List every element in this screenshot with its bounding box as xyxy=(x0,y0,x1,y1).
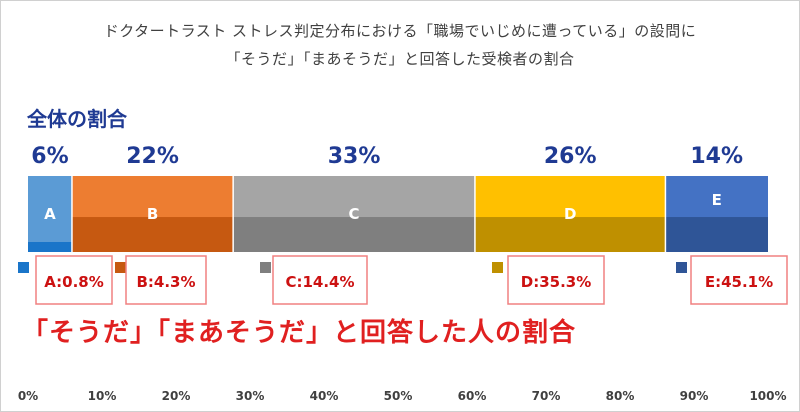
bar-subset-e xyxy=(665,217,768,252)
bar-segment-a xyxy=(28,176,72,252)
category-label-a: A xyxy=(44,205,56,223)
x-tick-label: 70% xyxy=(532,389,561,403)
callout-box-d xyxy=(507,255,605,305)
share-label-b: 22% xyxy=(126,144,179,169)
callout-box-a xyxy=(35,255,113,305)
share-label-d: 26% xyxy=(544,144,597,169)
callout-label-e: E:45.1% xyxy=(705,273,773,291)
chart-title-line-2: 「そうだ」「まあそうだ」と回答した受検者の割合 xyxy=(225,50,575,68)
share-label-a: 6% xyxy=(31,144,68,169)
x-tick-label: 0% xyxy=(18,389,38,403)
callout-label-c: C:14.4% xyxy=(285,273,354,291)
bar-subset-b xyxy=(71,217,234,252)
share-label-c: 33% xyxy=(328,144,381,169)
x-tick-label: 20% xyxy=(162,389,191,403)
bar-subset-a xyxy=(28,242,72,252)
category-label-b: B xyxy=(147,205,158,223)
callout-label-b: B:4.3% xyxy=(136,273,195,291)
x-tick-label: 10% xyxy=(88,389,117,403)
x-tick-label: 100% xyxy=(749,389,786,403)
callout-box-c xyxy=(272,255,368,305)
legend-square-b xyxy=(115,262,126,273)
x-tick-label: 80% xyxy=(606,389,635,403)
legend-square-d xyxy=(492,262,503,273)
category-label-d: D xyxy=(564,205,576,223)
x-tick-label: 30% xyxy=(236,389,265,403)
category-label-e: E xyxy=(712,191,722,209)
legend-square-c xyxy=(260,262,271,273)
annotation-note: 「そうだ」「まあそうだ」と回答した人の割合 xyxy=(22,318,577,348)
callout-label-d: D:35.3% xyxy=(521,273,592,291)
category-label-c: C xyxy=(349,205,360,223)
x-tick-label: 50% xyxy=(384,389,413,403)
legend-square-e xyxy=(676,262,687,273)
bar-subset-d xyxy=(474,217,666,252)
chart-subtitle: 全体の割合 xyxy=(27,107,127,131)
callout-box-b xyxy=(125,255,207,305)
bar-subset-c xyxy=(233,217,475,252)
x-tick-label: 40% xyxy=(310,389,339,403)
callout-box-e xyxy=(690,255,788,305)
chart-title-line-1: ドクタートラスト ストレス判定分布における「職場でいじめに遭っている」の設問に xyxy=(103,22,697,40)
share-label-e: 14% xyxy=(690,144,743,169)
x-tick-label: 60% xyxy=(458,389,487,403)
callout-label-a: A:0.8% xyxy=(44,273,104,291)
legend-square-a xyxy=(18,262,29,273)
x-tick-label: 90% xyxy=(680,389,709,403)
